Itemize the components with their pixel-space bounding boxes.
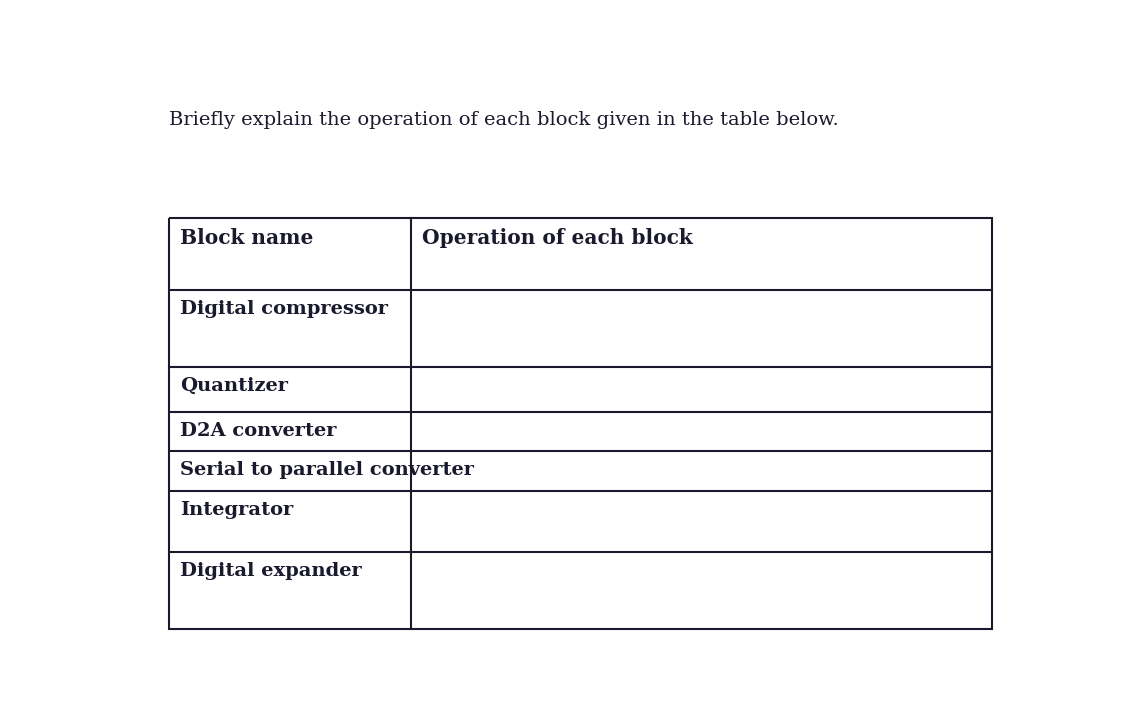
- Text: Briefly explain the operation of each block given in the table below.: Briefly explain the operation of each bl…: [168, 111, 838, 129]
- Text: Operation of each block: Operation of each block: [422, 228, 694, 248]
- Text: Digital expander: Digital expander: [180, 562, 362, 580]
- Text: D2A converter: D2A converter: [180, 422, 337, 440]
- Text: Serial to parallel converter: Serial to parallel converter: [180, 461, 474, 479]
- Text: Integrator: Integrator: [180, 501, 293, 519]
- Text: Quantizer: Quantizer: [180, 377, 288, 395]
- Text: Block name: Block name: [180, 228, 314, 248]
- Text: Digital compressor: Digital compressor: [180, 300, 388, 318]
